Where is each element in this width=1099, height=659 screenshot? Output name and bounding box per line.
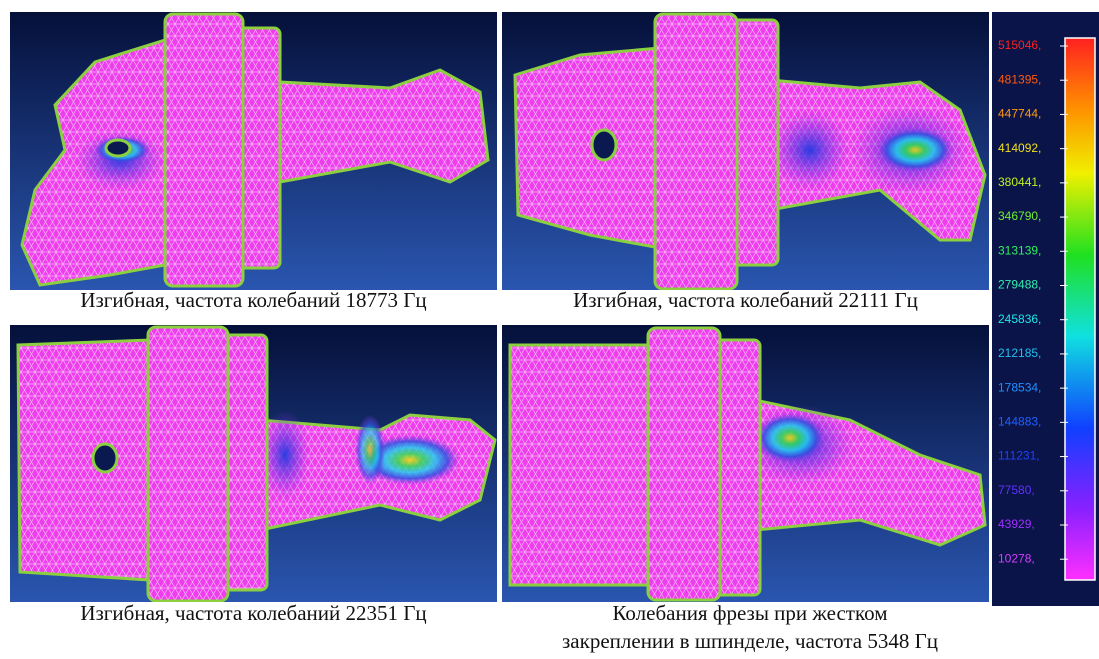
legend-label: 245836,: [998, 312, 1041, 326]
legend-label: 178534,: [998, 380, 1041, 394]
legend-label: 144883,: [998, 415, 1041, 429]
legend-label: 10278,: [998, 551, 1035, 565]
render-1: [10, 12, 497, 290]
legend-label: 380441,: [998, 175, 1041, 189]
legend-label: 212185,: [998, 346, 1041, 360]
caption: Изгибная, частота колебаний 22351 Гц: [10, 601, 497, 626]
legend-label: 111231,: [998, 449, 1040, 463]
render-2: [502, 12, 989, 290]
legend-label: 481395,: [998, 72, 1041, 86]
legend-label: 414092,: [998, 141, 1041, 155]
legend-label: 77580,: [998, 483, 1035, 497]
render-3: [10, 325, 497, 602]
legend-label: 515046,: [998, 38, 1041, 52]
render-4: [502, 325, 989, 602]
legend-label: 346790,: [998, 209, 1041, 223]
legend-label: 279488,: [998, 278, 1041, 292]
page: 515046, 481395, 447744, 414092, 380441, 34679…: [0, 0, 1099, 659]
legend-label: 313139,: [998, 243, 1041, 257]
caption: Изгибная, частота колебаний 22111 Гц: [502, 288, 989, 313]
figure: 515046, 481395, 447744, 414092, 380441, 34679…: [0, 0, 1099, 659]
caption: Колебания фрезы при жестком: [470, 601, 1030, 626]
caption: закреплении в шпинделе, частота 5348 Гц: [470, 629, 1030, 654]
legend-label: 447744,: [998, 107, 1041, 121]
legend: 515046, 481395, 447744, 414092, 380441, 34679…: [992, 12, 1099, 606]
caption: Изгибная, частота колебаний 18773 Гц: [10, 288, 497, 313]
legend-label: 43929,: [998, 517, 1035, 531]
